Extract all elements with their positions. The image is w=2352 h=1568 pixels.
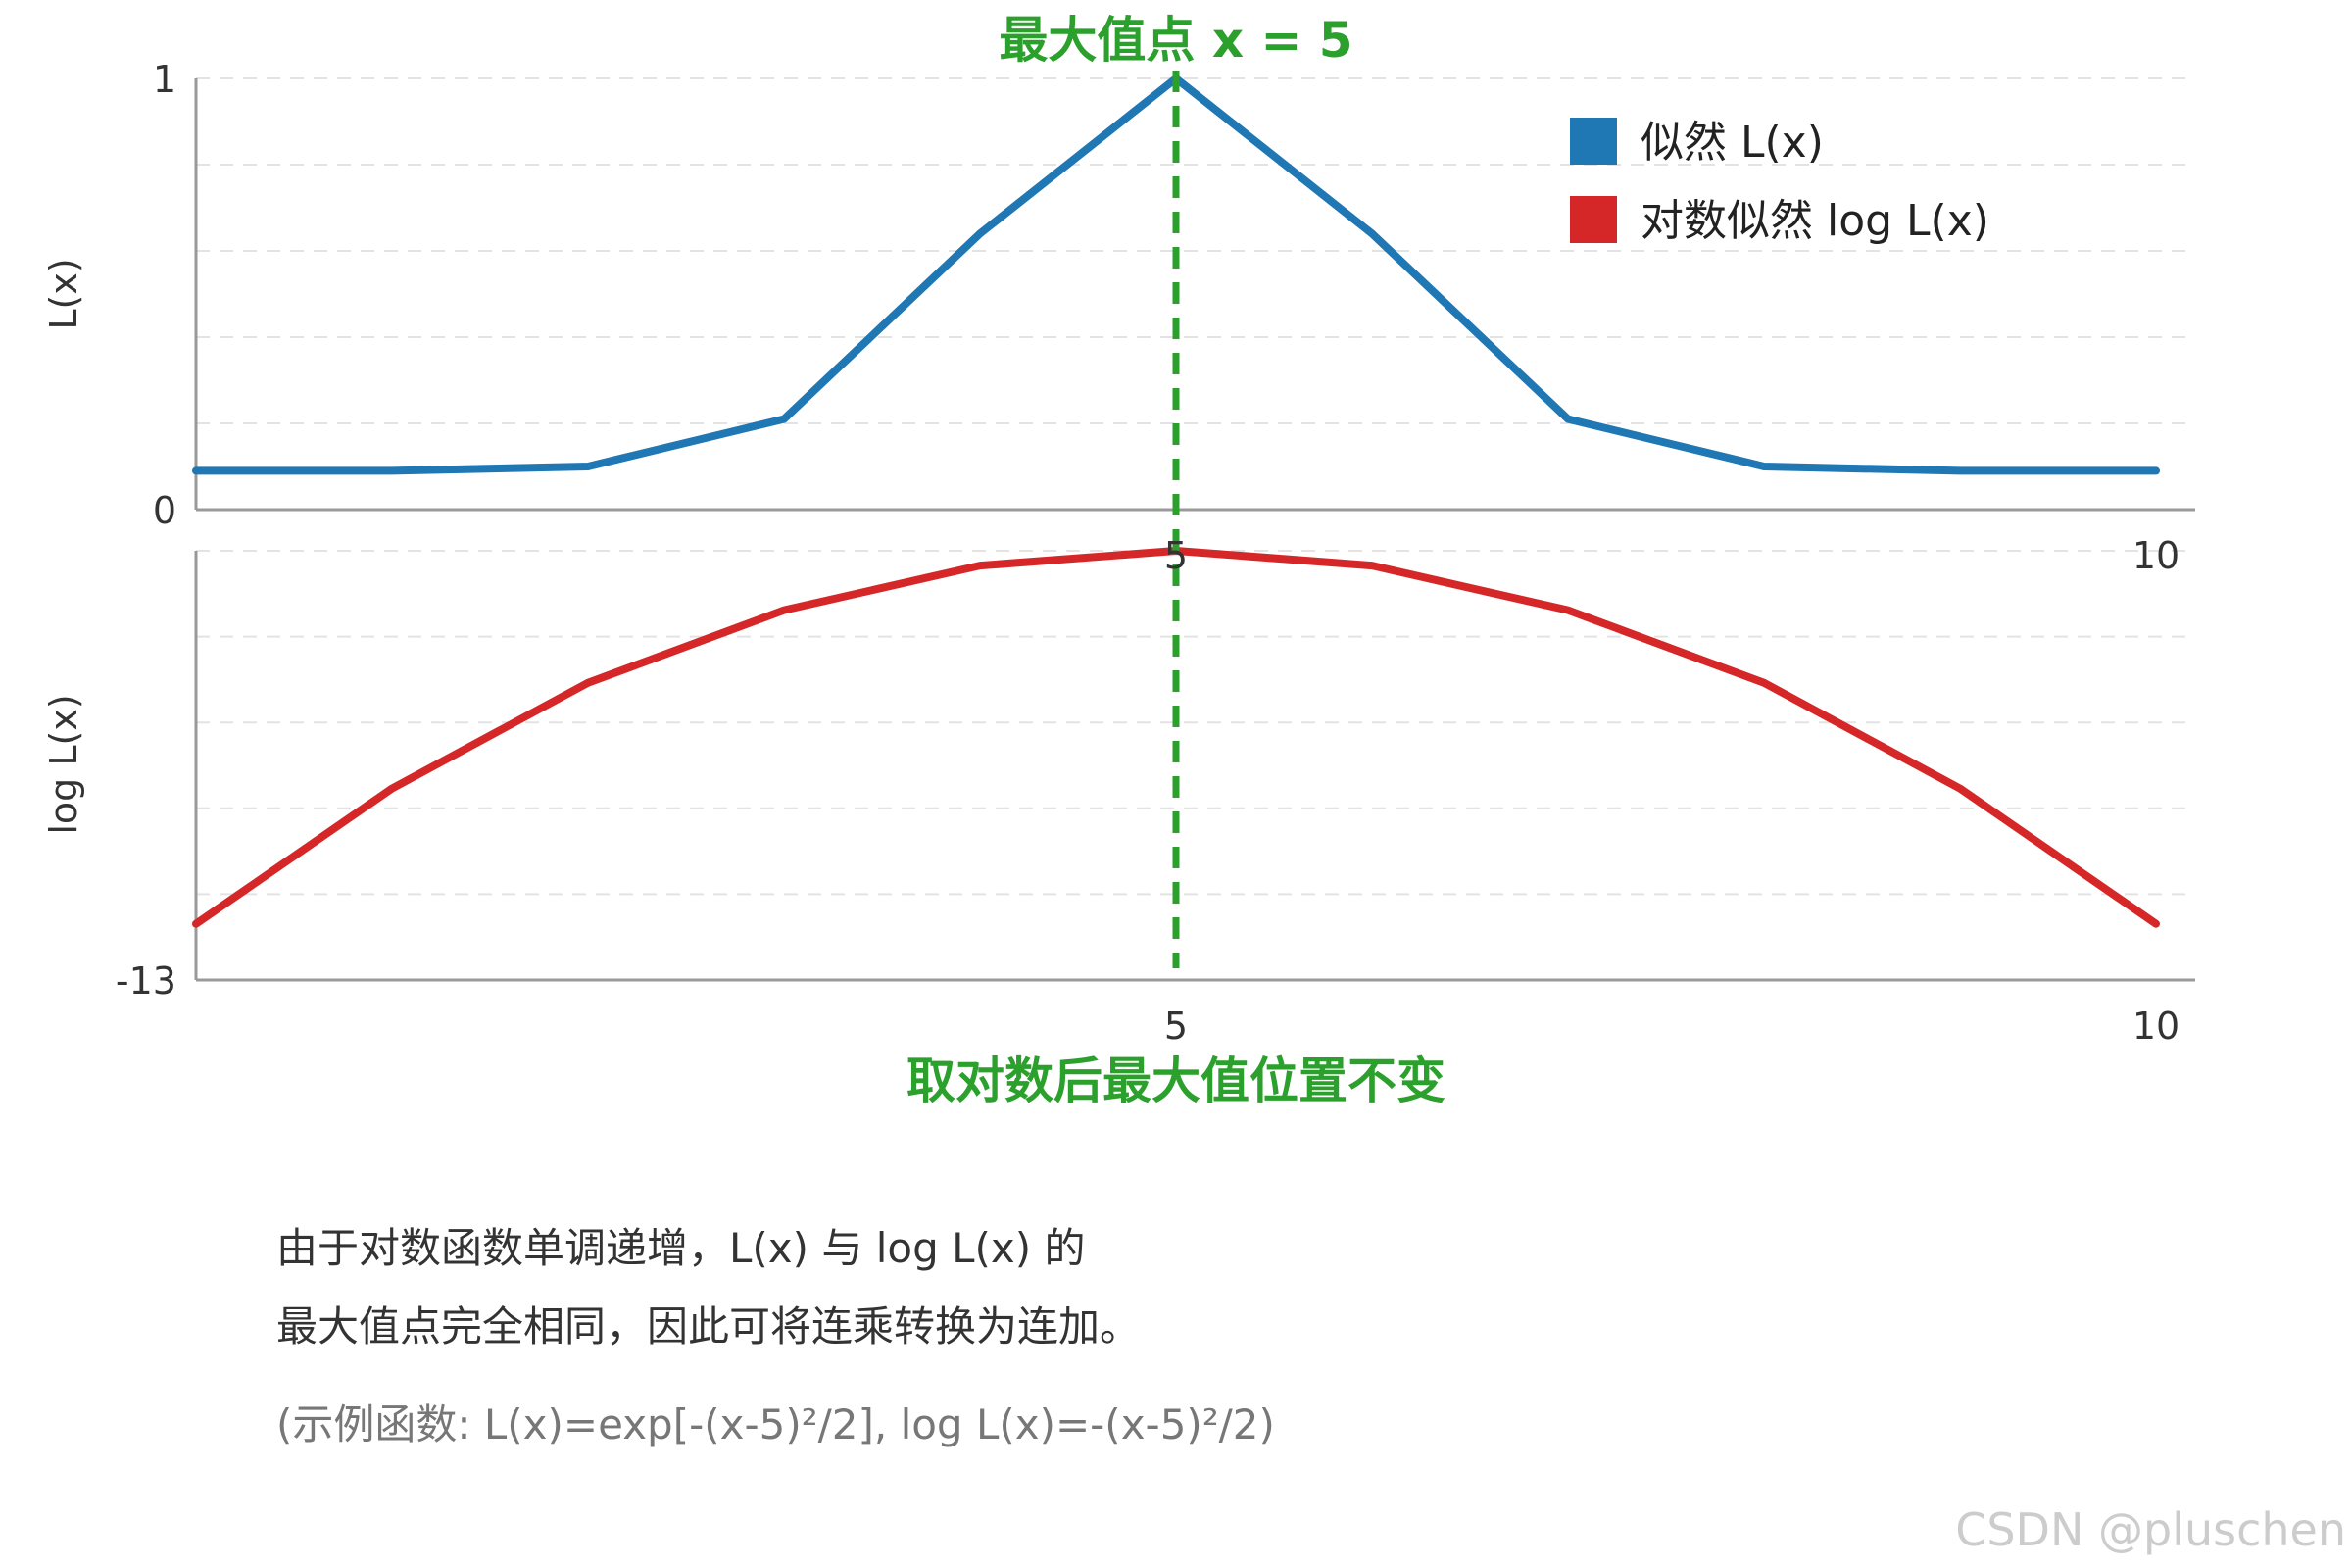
- panel-2-data-point: [979, 564, 981, 566]
- panel-2-y-tick-label: -13: [116, 959, 176, 1003]
- panel-2-data-point: [1371, 564, 1373, 566]
- panel-1-data-point: [587, 466, 589, 467]
- panel-2-data-point: [1959, 788, 1961, 790]
- caption-line-2: 最大值点完全相同，因此可将连乘转换为连加。: [276, 1302, 1142, 1350]
- panel-1-data-point: [979, 232, 981, 234]
- panel-1-data-point: [2155, 469, 2157, 471]
- panel-1-data-point: [1567, 418, 1569, 420]
- legend-swatch: [1570, 118, 1617, 165]
- panel-1-y-tick-label: 0: [153, 489, 176, 532]
- panel-1-data-point: [783, 418, 785, 420]
- watermark: CSDN @pluschen: [1955, 1503, 2346, 1556]
- legend-label: 对数似然 log L(x): [1641, 196, 1989, 246]
- panel-2-data-point: [783, 610, 785, 612]
- panel-2-data-point: [1567, 610, 1569, 612]
- panel-1-data-point: [195, 469, 197, 471]
- panel-2-data-point: [587, 682, 589, 684]
- caption-line-1: 由于对数函数单调递增，L(x) 与 log L(x) 的: [276, 1224, 1086, 1272]
- panel-1-data-point: [391, 469, 393, 471]
- panel-1-annotation: 最大值点 x = 5: [999, 12, 1352, 69]
- panel-1-data-point: [1763, 466, 1765, 467]
- legend-label: 似然 L(x): [1641, 118, 1824, 168]
- panel-1-data-point: [1959, 469, 1961, 471]
- panel-1-series-line: [192, 74, 2160, 475]
- panel-2-data-point: [391, 788, 393, 790]
- panel-1-y-tick-label: 1: [153, 58, 176, 101]
- axes-layer: [194, 78, 2195, 982]
- panel-1-data-point: [1371, 232, 1373, 234]
- panel-2-x-tick-label: 10: [2132, 1004, 2180, 1048]
- panel-2-y-axis-label: log L(x): [42, 694, 85, 834]
- panel-1-x-tick-label: 10: [2132, 534, 2180, 577]
- panel-2-data-point: [2155, 923, 2157, 925]
- panel-2-annotation: 取对数后最大值位置不变: [906, 1053, 1446, 1109]
- legend-swatch: [1570, 196, 1617, 243]
- panel-1-y-axis-label: L(x): [42, 258, 85, 329]
- caption-example-formula: (示例函数: L(x)=exp[-(x-5)²/2], log L(x)=-(x…: [276, 1400, 1275, 1448]
- grid-layer: [196, 77, 2195, 896]
- panel-2-data-point: [1763, 682, 1765, 684]
- chart: 0 1 5 10 L(x) 最大值点 x = 5 -13 5 10 log L(x) 取对数后最大值…: [42, 12, 2195, 1109]
- panel-2-x-tick-label: 5: [1164, 1004, 1188, 1048]
- legend: 似然 L(x) 对数似然 log L(x): [1570, 118, 1989, 246]
- text-layer: 0 1 5 10 L(x) 最大值点 x = 5 -13 5 10 log L(x) 取对数后最大值…: [42, 12, 2180, 1109]
- panel-1-x-tick-label: 5: [1164, 534, 1188, 577]
- panel-2-data-point: [195, 923, 197, 925]
